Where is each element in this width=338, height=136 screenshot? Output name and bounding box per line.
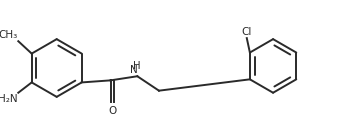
Text: O: O — [108, 106, 116, 116]
Text: Cl: Cl — [242, 27, 252, 37]
Text: H₂N: H₂N — [0, 94, 17, 104]
Text: N: N — [130, 65, 138, 75]
Text: CH₃: CH₃ — [0, 30, 17, 40]
Text: H: H — [132, 61, 140, 71]
